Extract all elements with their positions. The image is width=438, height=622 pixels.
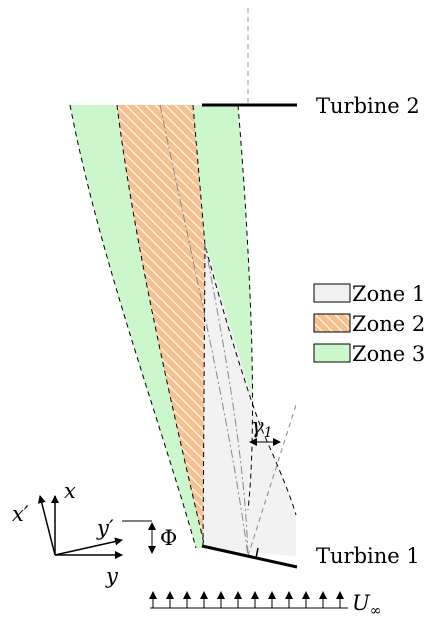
x-prime-axis-arrow — [37, 495, 56, 556]
y-prime-axis-arrow — [54, 537, 123, 556]
inflow-arrows: U∞ — [149, 591, 381, 619]
zone3-region — [70, 105, 253, 548]
phi-label: Φ — [160, 526, 177, 550]
legend-swatch-zone2-hatch — [313, 313, 351, 333]
turbine1-nacelle-marker — [255, 547, 269, 562]
wake-centerline — [159, 104, 249, 557]
legend-label-zone2: Zone 2 — [352, 312, 425, 336]
gamma-label: γ1 — [251, 414, 272, 441]
legend-label-zone3: Zone 3 — [352, 342, 425, 366]
turbine1-rotor — [201, 544, 298, 569]
wake-boundaries — [69, 104, 297, 549]
coordinate-axes: x y x′ y′ Φ — [12, 479, 177, 588]
y-axis-label: y — [105, 564, 119, 588]
turbine2-label: Turbine 2 — [316, 94, 420, 118]
turbine1-label: Turbine 1 — [316, 544, 420, 568]
x-prime-axis-label: x′ — [12, 502, 29, 526]
legend-swatch-zone1 — [313, 283, 351, 303]
rotor-axis-line — [204, 244, 249, 557]
legend-swatch-zone3 — [313, 343, 351, 363]
y-prime-axis-label: y′ — [96, 516, 114, 540]
legend-label-zone1: Zone 1 — [352, 282, 425, 306]
x-axis-label: x — [64, 479, 76, 503]
inflow-label: U∞ — [352, 591, 381, 619]
legend: Zone 1 Zone 2 Zone 3 — [313, 282, 425, 366]
